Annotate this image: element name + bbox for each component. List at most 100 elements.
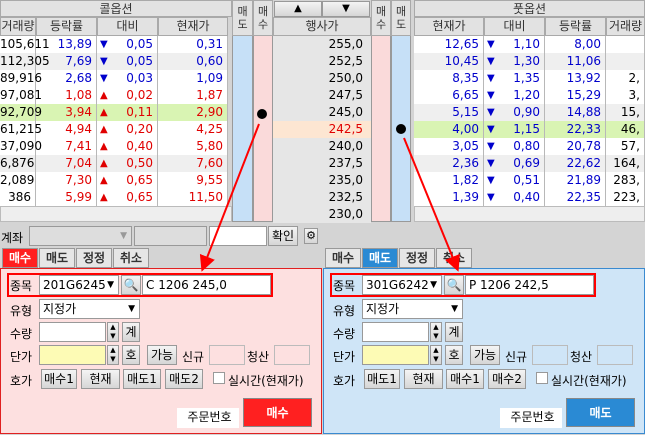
strike-row[interactable]: 232,5 (328, 190, 363, 204)
call-row[interactable]: 37,090 7,41 ▲ 0,40 5,80 (0, 138, 228, 155)
price-spinner[interactable]: ▲ ▼ (107, 345, 119, 365)
tick-button[interactable]: 호 (122, 345, 140, 365)
price-input[interactable] (39, 345, 106, 365)
strike-row[interactable]: 250,0 (328, 71, 363, 85)
put-row[interactable]: 5,15 ▼ 0,90 14,88 15, (414, 104, 645, 121)
price-spinner[interactable]: ▲ ▼ (430, 345, 442, 365)
qty-spinner[interactable]: ▲ ▼ (107, 322, 119, 342)
tab-sell[interactable]: 매도 (362, 248, 398, 268)
available-button[interactable]: 가능 (147, 345, 177, 365)
strike-row[interactable]: 255,0 (328, 37, 363, 51)
put-chg-cell: ▼ 1,35 (484, 70, 545, 87)
hoga-button[interactable]: 매수1 (41, 369, 77, 389)
put-price-cell: 1,39 (414, 189, 484, 206)
search-icon[interactable]: 🔍 (444, 275, 464, 295)
call-row[interactable]: 105,611 13,89 ▼ 0,05 0,31 (0, 36, 228, 53)
tab-buy[interactable]: 매수 (2, 248, 38, 268)
order-number-field: 주문번호 (500, 408, 562, 428)
strike-row[interactable]: 242,5 (273, 121, 371, 138)
strike-down-button[interactable]: ▼ (322, 1, 370, 17)
account-select[interactable]: ▼ (29, 226, 132, 246)
password-field[interactable] (209, 226, 267, 246)
put-row[interactable]: 10,45 ▼ 1,30 11,06 (414, 53, 645, 70)
tab-sell[interactable]: 매도 (39, 248, 75, 268)
search-icon[interactable]: 🔍 (121, 275, 141, 295)
put-chg-cell: ▼ 0,80 (484, 138, 545, 155)
put-row[interactable]: 12,65 ▼ 1,10 8,00 (414, 36, 645, 53)
call-chg-value: 0,02 (126, 88, 153, 102)
hoga-button[interactable]: 매도2 (165, 369, 203, 389)
put-price-value: 3,05 (452, 139, 479, 153)
put-row[interactable]: 3,05 ▼ 0,80 20,78 57, (414, 138, 645, 155)
qty-input[interactable] (362, 322, 429, 342)
call-header-1[interactable]: 등락률 (36, 17, 97, 36)
order-type-select[interactable]: 지정가 ▼ (362, 299, 463, 319)
put-header-3[interactable]: 거래량 (606, 17, 645, 36)
call-header-2[interactable]: 대비 (97, 17, 158, 36)
put-price-value: 5,15 (452, 105, 479, 119)
put-header-0[interactable]: 현재가 (414, 17, 484, 36)
call-row[interactable]: 386 5,99 ▲ 0,65 11,50 (0, 189, 228, 206)
put-row[interactable]: 6,65 ▼ 1,20 15,29 3, (414, 87, 645, 104)
code-select[interactable]: 301G6242 ▼ (362, 275, 442, 295)
tab-modify[interactable]: 정정 (399, 248, 435, 268)
order-type-select[interactable]: 지정가 ▼ (39, 299, 140, 319)
hoga-button[interactable]: 매수2 (488, 369, 526, 389)
hoga-button[interactable]: 매수1 (446, 369, 484, 389)
put-chg-value: 1,20 (513, 88, 540, 102)
realtime-checkbox[interactable] (213, 372, 225, 384)
call-row[interactable]: 61,215 4,94 ▲ 0,20 4,25 (0, 121, 228, 138)
left_order-submit-button[interactable]: 매수 (243, 398, 312, 427)
strike-row[interactable]: 252,5 (328, 54, 363, 68)
tick-button[interactable]: 호 (445, 345, 463, 365)
tab-modify[interactable]: 정정 (76, 248, 112, 268)
calc-button[interactable]: 계 (445, 322, 463, 342)
strike-header: 행사가 (273, 17, 371, 36)
tab-buy[interactable]: 매수 (325, 248, 361, 268)
confirm-button[interactable]: 확인 (268, 226, 298, 246)
put-vol-value: 3, (628, 88, 640, 102)
qty-spinner[interactable]: ▲ ▼ (430, 322, 442, 342)
strike-row[interactable]: 235,0 (328, 173, 363, 187)
call-row[interactable]: 89,916 2,68 ▼ 0,03 1,09 (0, 70, 228, 87)
call-row[interactable]: 92,709 3,94 ▲ 0,11 2,90 (0, 104, 228, 121)
code-select[interactable]: 201G6245 ▼ (39, 275, 119, 295)
calc-button[interactable]: 계 (122, 322, 140, 342)
call-row[interactable]: 2,089 7,30 ▲ 0,65 9,55 (0, 172, 228, 189)
down-triangle-icon: ▼ (487, 175, 495, 186)
hoga-button[interactable]: 현재 (81, 369, 120, 389)
call-row[interactable]: 112,305 7,69 ▼ 0,05 0,60 (0, 53, 228, 70)
call-scrollbar[interactable] (0, 206, 232, 222)
put-header-1[interactable]: 대비 (484, 17, 545, 36)
hoga-button[interactable]: 매도1 (364, 369, 400, 389)
hoga-button[interactable]: 매도1 (123, 369, 161, 389)
call-header-3[interactable]: 현재가 (158, 17, 228, 36)
settings-gear-icon[interactable]: ⚙ (304, 228, 318, 244)
strike-row[interactable]: 245,0 (328, 105, 363, 119)
strike-row[interactable]: 247,5 (328, 88, 363, 102)
tab-cancel[interactable]: 취소 (113, 248, 149, 268)
strike-row[interactable]: 240,0 (328, 139, 363, 153)
put-row[interactable]: 2,36 ▼ 0,69 22,62 164, (414, 155, 645, 172)
strike-row[interactable]: 230,0 (328, 207, 363, 221)
call-header-0[interactable]: 거래량 (0, 17, 36, 36)
call-row[interactable]: 6,876 7,04 ▲ 0,50 7,60 (0, 155, 228, 172)
put-header-2[interactable]: 등락률 (545, 17, 606, 36)
hoga-button[interactable]: 현재 (404, 369, 443, 389)
strike-row[interactable]: 237,5 (328, 156, 363, 170)
available-button[interactable]: 가능 (470, 345, 500, 365)
realtime-checkbox[interactable] (536, 372, 548, 384)
call-row[interactable]: 97,081 1,08 ▲ 0,02 1,87 (0, 87, 228, 104)
put-row[interactable]: 1,39 ▼ 0,40 22,35 223, (414, 189, 645, 206)
right_order-submit-button[interactable]: 매도 (566, 398, 635, 427)
put-row[interactable]: 8,35 ▼ 1,35 13,92 2, (414, 70, 645, 87)
price-input[interactable] (362, 345, 429, 365)
put-price-cell: 2,36 (414, 155, 484, 172)
put-row[interactable]: 4,00 ▼ 1,15 22,33 46, (414, 121, 645, 138)
qty-input[interactable] (39, 322, 106, 342)
tab-cancel[interactable]: 취소 (436, 248, 472, 268)
put-row[interactable]: 1,82 ▼ 0,51 21,89 283, (414, 172, 645, 189)
strike-up-button[interactable]: ▲ (274, 1, 322, 17)
put-scrollbar[interactable] (414, 206, 645, 222)
call-rate-value: 5,99 (65, 190, 92, 204)
